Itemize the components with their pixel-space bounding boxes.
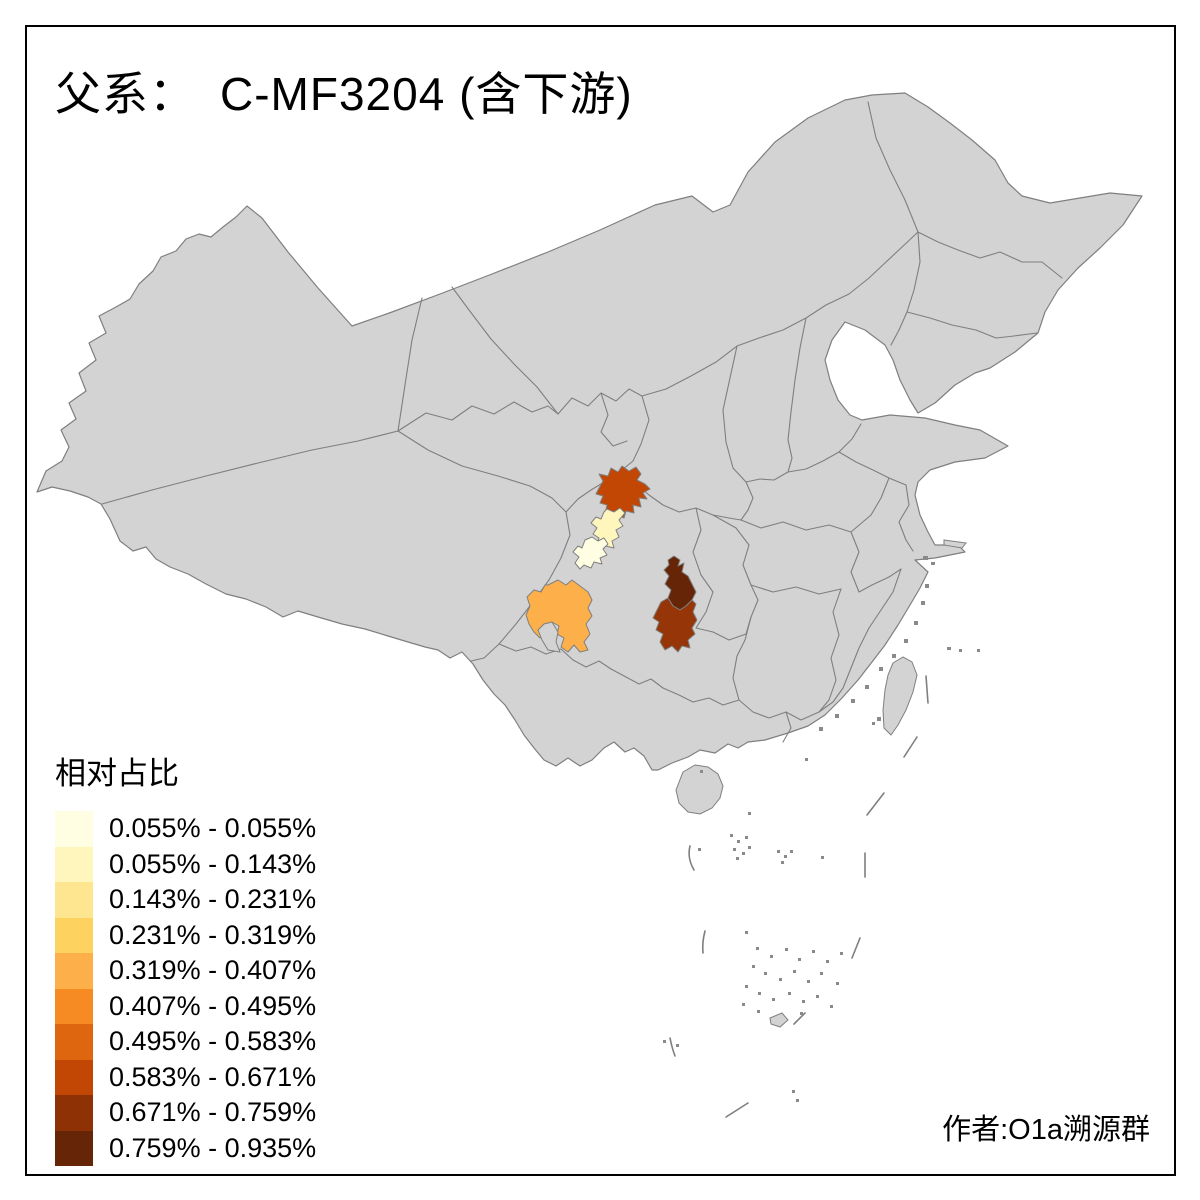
coastal-islets <box>700 556 980 773</box>
highlight-region-huaihua <box>652 597 698 653</box>
legend-label: 0.055% - 0.143% <box>109 848 317 879</box>
legend-label: 0.407% - 0.495% <box>109 990 317 1021</box>
nine-dash-line <box>669 675 929 1118</box>
legend-row: 0.671% - 0.759% <box>55 1095 316 1131</box>
legend-swatch <box>55 917 93 953</box>
legend-swatch <box>55 1024 93 1060</box>
legend-rows: 0.055% - 0.055% 0.055% - 0.143% 0.143% -… <box>55 811 316 1166</box>
legend-row: 0.055% - 0.143% <box>55 846 317 882</box>
china-mainland <box>36 92 1143 771</box>
legend-label: 0.583% - 0.671% <box>109 1061 317 1092</box>
legend-row: 0.319% - 0.407% <box>55 953 316 989</box>
legend-label: 0.143% - 0.231% <box>109 884 317 914</box>
legend-row: 0.495% - 0.583% <box>55 1024 316 1060</box>
legend-swatch <box>55 1059 93 1095</box>
legend-swatch <box>55 988 93 1024</box>
legend: 相对占比 0.055% - 0.055% 0.055% - 0.143% 0.1… <box>55 748 316 1166</box>
islands <box>675 539 967 1028</box>
legend-row: 0.231% - 0.319% <box>55 917 317 953</box>
legend-label: 0.495% - 0.583% <box>109 1026 317 1056</box>
legend-row: 0.759% - 0.935% <box>55 1130 317 1166</box>
legend-swatch <box>55 882 93 918</box>
highlighted-regions <box>525 465 698 653</box>
legend-swatch <box>55 953 93 989</box>
legend-row: 0.407% - 0.495% <box>55 988 317 1024</box>
page-title: 父系： C-MF3204 (含下游) <box>55 68 633 120</box>
legend-label: 0.759% - 0.935% <box>109 1132 317 1163</box>
legend-row: 0.143% - 0.231% <box>55 882 316 918</box>
legend-swatch <box>55 846 93 882</box>
attribution: 作者:O1a溯源群 <box>942 1114 1150 1146</box>
legend-title: 相对占比 <box>55 756 179 791</box>
legend-swatch <box>55 1095 93 1131</box>
legend-swatch <box>55 811 93 847</box>
province-borders <box>101 101 1063 743</box>
south-china-sea-islets <box>663 812 843 1102</box>
highlight-region-sichuan-mid <box>572 536 609 570</box>
scs-islet-patch <box>769 1012 789 1028</box>
chongming-island <box>943 539 967 549</box>
hainan-island <box>675 764 724 815</box>
liangshan-inner-gap <box>537 621 561 653</box>
legend-label: 0.231% - 0.319% <box>109 919 317 950</box>
legend-row: 0.583% - 0.671% <box>55 1059 317 1095</box>
legend-label: 0.319% - 0.407% <box>109 955 317 985</box>
legend-swatch <box>55 1130 93 1166</box>
legend-label: 0.671% - 0.759% <box>109 1097 317 1127</box>
legend-label: 0.055% - 0.055% <box>109 813 317 843</box>
legend-row: 0.055% - 0.055% <box>55 811 316 847</box>
taiwan-island <box>882 656 918 736</box>
